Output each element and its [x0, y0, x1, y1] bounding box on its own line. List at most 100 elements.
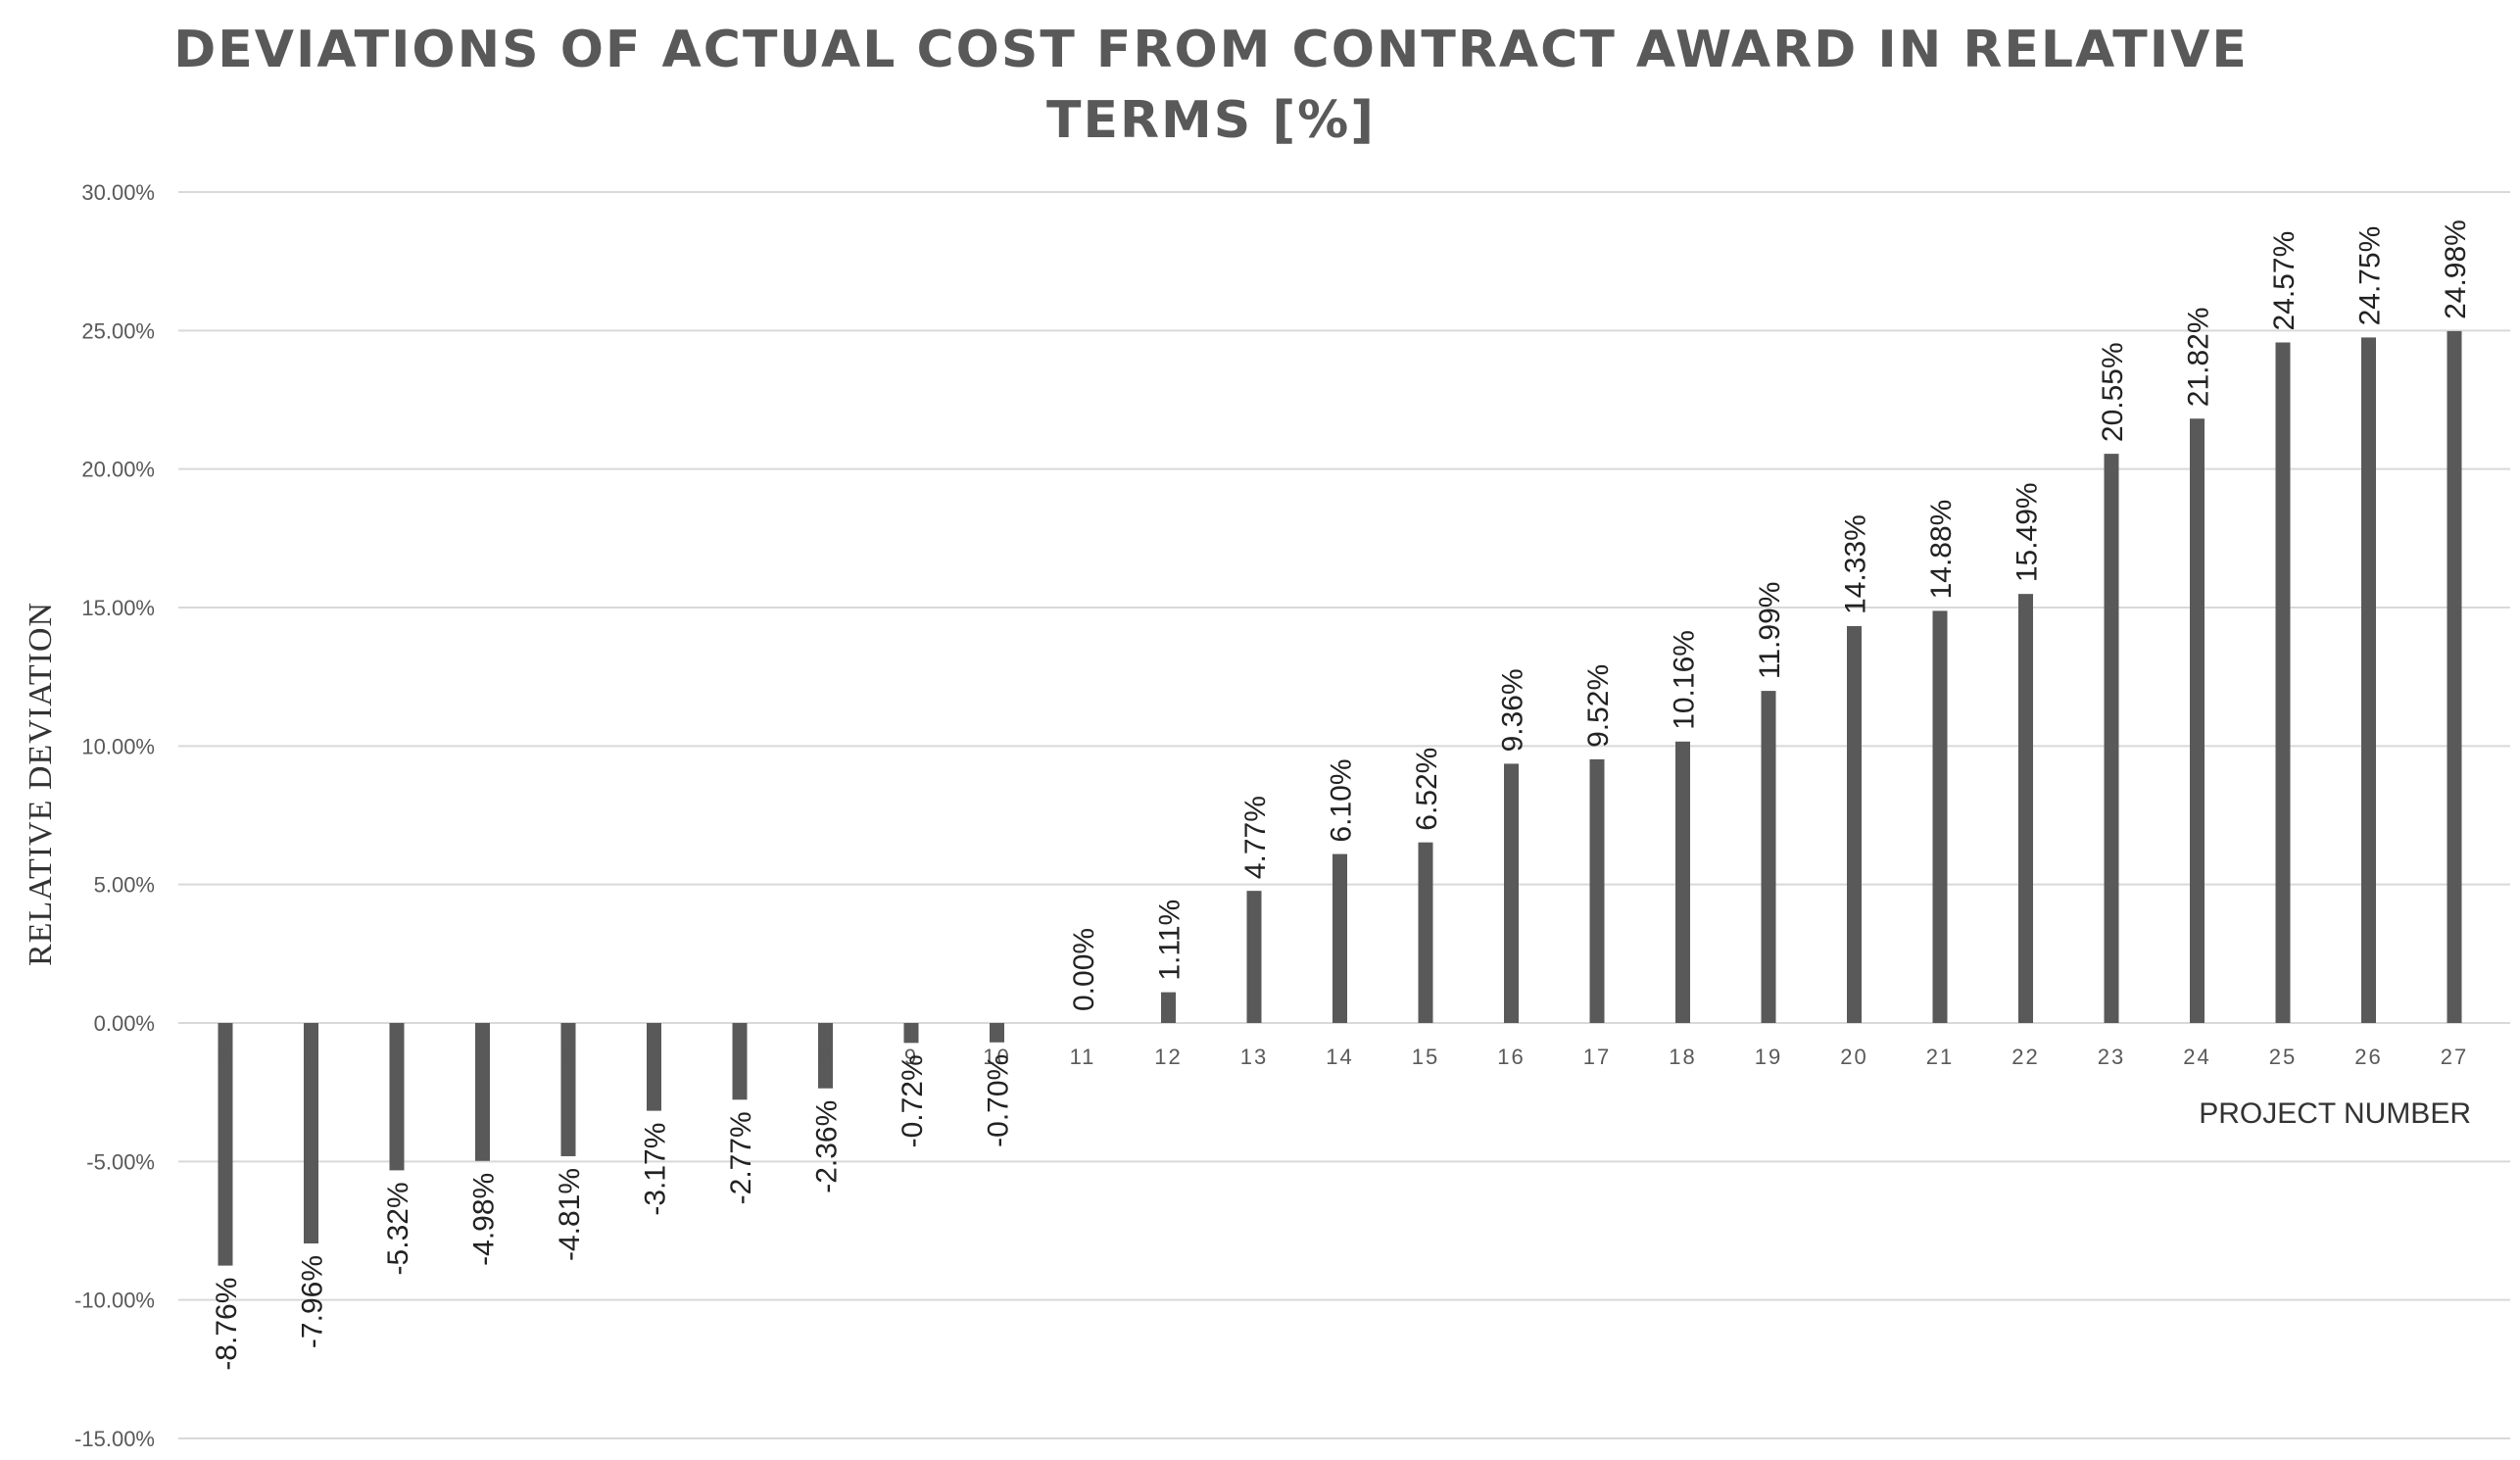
x-tick-label: 1 [218, 1045, 232, 1069]
x-axis-ticks: 1 2 3 4 5 6 7 8 9 10 11 12 13 14 15 16 17 18 19 20 21 22 23 24 2… [218, 1045, 2468, 1069]
data-label-project-24: 21.82% [2183, 307, 2215, 407]
y-tick-label: -5.00% [86, 1149, 155, 1174]
data-label-project-11: 0.00% [1068, 928, 1100, 1011]
x-tick-label: 20 [1840, 1045, 1867, 1069]
x-axis-title: PROJECT NUMBER [2199, 1097, 2471, 1130]
bars [218, 330, 2462, 1266]
x-tick-label: 3 [390, 1045, 404, 1069]
bar-project-16 [1504, 763, 1519, 1023]
bar-project-21 [1932, 610, 1948, 1023]
data-label-project-27: 24.98% [2440, 219, 2472, 319]
data-label-project-18: 10.16% [1669, 630, 1701, 730]
bar-project-19 [1761, 691, 1776, 1023]
bar-project-14 [1333, 853, 1347, 1023]
y-axis-title: RELATIVE DEVIATION [23, 602, 59, 966]
data-label-project-19: 11.99% [1754, 582, 1786, 680]
x-tick-label: 24 [2183, 1045, 2210, 1069]
bar-project-24 [2190, 418, 2205, 1024]
data-label-project-2: -7.96% [297, 1255, 329, 1348]
bar-project-15 [1418, 842, 1433, 1023]
bar-project-23 [2104, 454, 2119, 1023]
data-label-project-23: 20.55% [2097, 342, 2129, 442]
x-tick-label: 6 [647, 1045, 660, 1069]
data-label-project-16: 9.36% [1497, 668, 1529, 752]
bar-project-3 [389, 1023, 405, 1171]
bar-project-13 [1246, 891, 1262, 1023]
x-tick-label: 2 [304, 1045, 317, 1069]
data-labels: -8.76% -7.96% -5.32% -4.98% -4.81% -3.17% -2.7… [211, 219, 2472, 1371]
x-tick-label: 10 [983, 1045, 1010, 1069]
x-tick-label: 27 [2441, 1045, 2468, 1069]
x-tick-label: 25 [2269, 1045, 2297, 1069]
data-label-project-25: 24.57% [2268, 231, 2301, 331]
data-label-project-22: 15.49% [2011, 482, 2044, 582]
bar-project-9 [903, 1023, 919, 1044]
x-tick-label: 26 [2354, 1045, 2382, 1069]
x-tick-label: 19 [1755, 1045, 1782, 1069]
chart-title-line-2: TERMS [%] [1046, 91, 1376, 150]
x-tick-label: 13 [1240, 1045, 1268, 1069]
y-tick-label: -15.00% [74, 1427, 155, 1451]
bar-project-20 [1847, 625, 1862, 1023]
y-tick-label: 10.00% [81, 734, 155, 758]
bar-project-12 [1161, 992, 1176, 1023]
bar-project-22 [2018, 594, 2033, 1023]
data-label-project-21: 14.88% [1925, 500, 1958, 600]
y-tick-label: 25.00% [81, 318, 155, 343]
data-label-project-12: 1.11% [1154, 900, 1187, 981]
x-tick-label: 4 [475, 1045, 489, 1069]
data-label-project-4: -4.98% [468, 1173, 501, 1266]
bar-project-7 [732, 1023, 748, 1100]
x-tick-label: 12 [1154, 1045, 1182, 1069]
x-tick-label: 22 [2011, 1045, 2039, 1069]
data-label-project-3: -5.32% [382, 1182, 414, 1275]
bar-project-17 [1589, 758, 1605, 1023]
data-label-project-7: -2.77% [725, 1111, 757, 1204]
data-label-project-6: -3.17% [640, 1123, 672, 1216]
chart-title-line-1: DEVIATIONS OF ACTUAL COST FROM CONTRACT … [173, 21, 2249, 79]
y-tick-label: -10.00% [74, 1289, 155, 1313]
bar-project-5 [560, 1023, 576, 1156]
bar-project-2 [304, 1023, 318, 1244]
y-tick-label: 15.00% [81, 596, 155, 620]
data-label-project-15: 6.52% [1411, 748, 1443, 831]
x-tick-label: 11 [1070, 1045, 1096, 1069]
data-label-project-1: -8.76% [211, 1278, 243, 1371]
data-label-project-10: -0.70% [983, 1054, 1015, 1147]
bar-project-6 [647, 1023, 661, 1111]
x-tick-label: 18 [1669, 1045, 1696, 1069]
bar-project-4 [475, 1023, 490, 1161]
data-label-project-8: -2.36% [811, 1100, 844, 1193]
x-tick-label: 14 [1326, 1045, 1353, 1069]
x-tick-label: 15 [1412, 1045, 1439, 1069]
y-tick-label: 20.00% [81, 458, 155, 482]
x-tick-label: 7 [733, 1045, 747, 1069]
bar-project-8 [818, 1023, 833, 1089]
x-tick-label: 17 [1583, 1045, 1611, 1069]
bar-project-10 [990, 1023, 1004, 1043]
data-label-project-5: -4.81% [554, 1168, 586, 1261]
data-label-project-9: -0.72% [897, 1054, 929, 1147]
data-label-project-13: 4.77% [1239, 796, 1272, 879]
data-label-project-17: 9.52% [1582, 664, 1615, 748]
bar-project-18 [1675, 741, 1690, 1023]
x-tick-label: 16 [1497, 1045, 1525, 1069]
bar-project-26 [2361, 337, 2376, 1023]
x-tick-label: 21 [1926, 1045, 1954, 1069]
data-label-project-20: 14.33% [1840, 514, 1872, 614]
y-tick-label: 5.00% [94, 873, 155, 898]
y-axis-ticks: 30.00% 25.00% 20.00% 15.00% 10.00% 5.00% 0.00%… [74, 180, 155, 1451]
x-tick-label: 23 [2098, 1045, 2125, 1069]
y-tick-label: 0.00% [94, 1011, 155, 1036]
x-tick-label: 8 [818, 1045, 832, 1069]
bar-project-25 [2275, 342, 2291, 1023]
bar-project-27 [2447, 330, 2462, 1023]
x-tick-label: 5 [561, 1045, 575, 1069]
data-label-project-26: 24.75% [2354, 226, 2387, 326]
bar-project-1 [218, 1023, 233, 1266]
x-tick-label: 9 [904, 1045, 918, 1069]
data-label-project-14: 6.10% [1326, 758, 1358, 842]
y-tick-label: 30.00% [81, 180, 155, 205]
